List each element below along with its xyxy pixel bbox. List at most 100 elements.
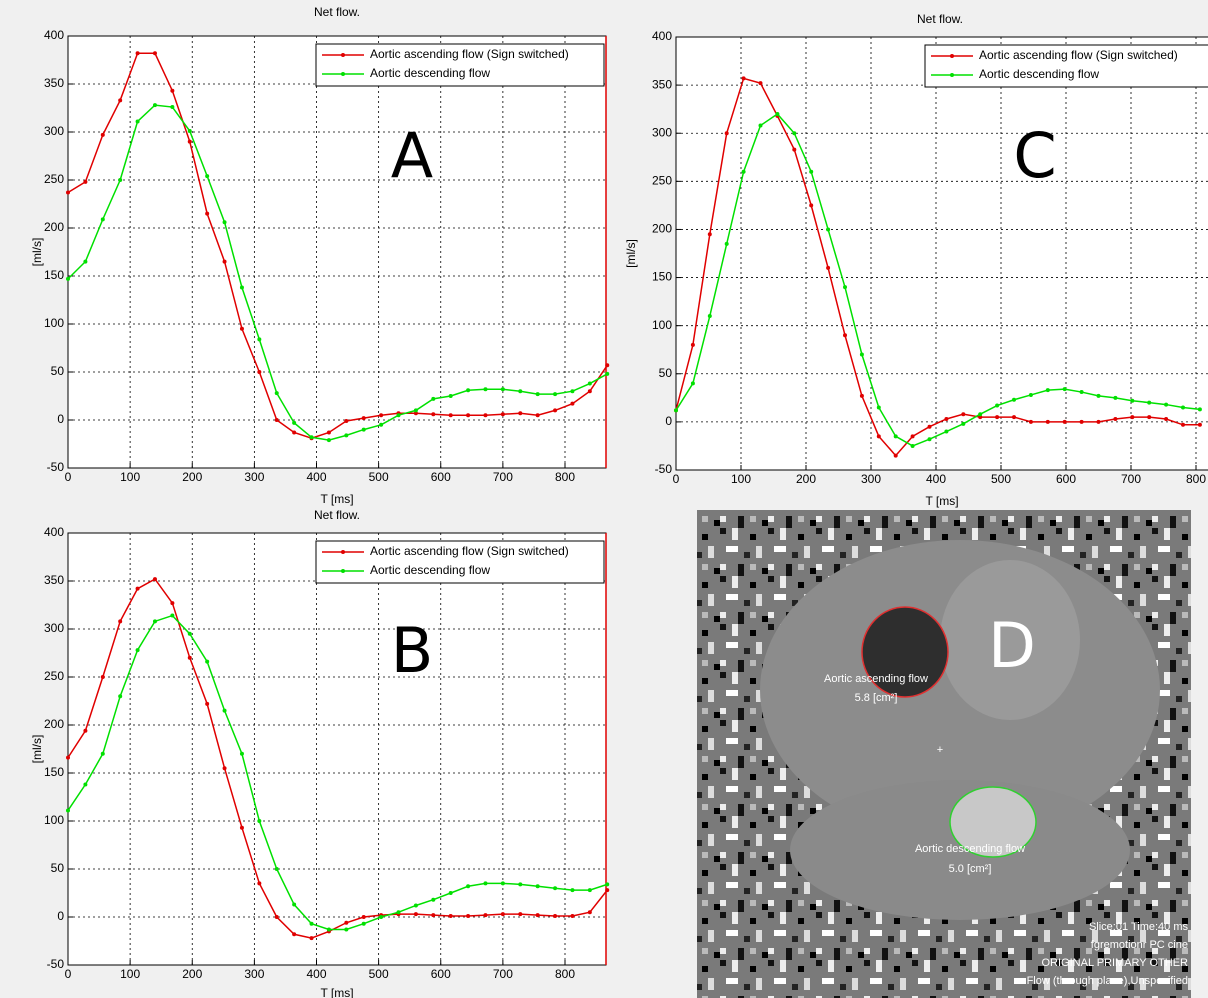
tissue [940, 560, 1080, 720]
data-point [876, 434, 881, 439]
data-point [66, 755, 70, 760]
data-point [944, 429, 949, 434]
roi-label: Aortic descending flow [915, 843, 1025, 855]
x-tick-label: 500 [991, 472, 1011, 486]
data-point [570, 401, 575, 406]
data-point [466, 413, 471, 418]
data-point [961, 421, 966, 426]
legend-label: Aortic descending flow [370, 563, 490, 577]
x-tick-label: 300 [861, 472, 881, 486]
data-point [83, 259, 88, 264]
data-point [152, 103, 157, 108]
data-point [1062, 387, 1067, 392]
data-point [893, 434, 898, 439]
data-point [690, 342, 695, 347]
data-point [690, 381, 695, 386]
legend-marker [341, 550, 345, 554]
x-tick-label: 800 [1186, 472, 1206, 486]
data-point [239, 326, 244, 331]
x-tick-label: 700 [1121, 472, 1141, 486]
data-point [605, 371, 610, 376]
data-point [995, 415, 1000, 420]
data-point [222, 259, 227, 264]
x-tick-label: 800 [555, 967, 575, 981]
roi-area: 5.0 [cm²] [949, 863, 992, 875]
y-tick-label: 0 [665, 414, 672, 428]
x-tick-label: 400 [306, 470, 326, 484]
data-point [500, 387, 505, 392]
y-tick-label: 150 [44, 268, 64, 282]
data-point [431, 897, 436, 902]
data-point [466, 388, 471, 393]
y-tick-label: 350 [44, 573, 64, 587]
data-point [758, 123, 763, 128]
x-tick-label: 700 [493, 470, 513, 484]
crosshair: + [937, 744, 943, 756]
data-point [344, 927, 349, 932]
y-tick-label: 200 [652, 222, 672, 236]
data-point [448, 891, 453, 895]
data-point [724, 241, 729, 246]
data-point [66, 808, 70, 813]
series-line [675, 112, 1200, 447]
y-tick-label: 300 [44, 124, 64, 138]
legend-label: Aortic descending flow [370, 66, 490, 80]
y-tick-label: 100 [652, 318, 672, 332]
data-point [775, 111, 780, 116]
data-point [1045, 419, 1050, 424]
legend-marker [341, 53, 345, 57]
data-point [1096, 393, 1101, 398]
data-point [274, 915, 279, 919]
plot-area [67, 532, 607, 966]
chart-title: Net flow. [917, 12, 963, 26]
data-point [152, 51, 157, 56]
legend-label: Aortic ascending flow (Sign switched) [370, 544, 569, 558]
x-axis-label: T [ms] [925, 494, 958, 508]
x-axis-label: T [ms] [320, 492, 353, 506]
data-point [135, 119, 140, 124]
data-point [826, 265, 831, 270]
data-point [553, 392, 558, 397]
data-point [978, 412, 983, 417]
legend-marker [341, 72, 345, 76]
data-point [187, 655, 192, 660]
data-point [1045, 388, 1050, 393]
data-point [483, 413, 488, 418]
legend-marker [950, 54, 954, 58]
series-line [675, 77, 1200, 457]
data-point [587, 888, 592, 893]
data-point [553, 886, 558, 891]
x-tick-label: 700 [493, 967, 513, 981]
data-point [570, 389, 575, 394]
data-point [292, 420, 297, 425]
data-point [413, 903, 418, 908]
x-tick-label: 500 [369, 967, 389, 981]
y-tick-label: 150 [44, 765, 64, 779]
data-point [274, 418, 279, 422]
data-point [413, 912, 418, 917]
data-point [500, 412, 505, 417]
panel-letter: C [1013, 119, 1056, 192]
series-line [67, 614, 608, 931]
data-point [483, 881, 488, 886]
data-point [1197, 422, 1202, 427]
data-point [257, 881, 262, 886]
y-tick-label: 0 [57, 412, 64, 426]
data-point [66, 276, 70, 281]
data-point [500, 912, 505, 917]
data-point [1028, 419, 1033, 424]
data-point [170, 601, 175, 606]
data-point [927, 437, 932, 442]
x-tick-label: 300 [244, 967, 264, 981]
y-tick-label: 400 [44, 525, 64, 539]
data-point [170, 105, 175, 110]
x-tick-label: 600 [1056, 472, 1076, 486]
data-point [309, 435, 314, 440]
roi-area: 5.8 [cm²] [855, 692, 898, 704]
y-tick-label: 300 [652, 125, 672, 139]
x-tick-label: 400 [926, 472, 946, 486]
data-point [724, 131, 729, 136]
x-tick-label: 200 [182, 470, 202, 484]
